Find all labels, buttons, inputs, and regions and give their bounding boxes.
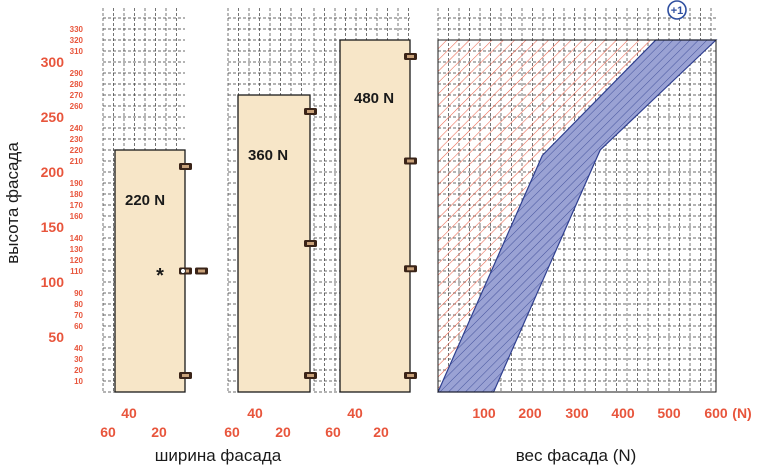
height-tick-minor: 280 xyxy=(70,80,84,89)
hinge-icon xyxy=(304,240,317,247)
weight-tick: 300 xyxy=(565,405,589,421)
height-tick-major: 200 xyxy=(41,164,65,180)
height-tick-major: 150 xyxy=(41,219,65,235)
width-tick: 20 xyxy=(275,424,291,440)
hinge-icon xyxy=(404,372,417,379)
hinge-highlight xyxy=(198,269,205,273)
height-tick-minor: 70 xyxy=(74,311,83,320)
height-tick-minor: 80 xyxy=(74,300,83,309)
door-panel xyxy=(114,149,186,393)
height-tick-major: 100 xyxy=(41,274,65,290)
width-axis: 40 40 40 60 20 60 20 60 20 ширина фасада xyxy=(100,405,389,465)
hinge-icon xyxy=(304,372,317,379)
height-tick-minor: 130 xyxy=(70,245,84,254)
height-tick-major: 250 xyxy=(41,109,65,125)
height-tick-minor: 190 xyxy=(70,179,84,188)
height-tick-minor: 320 xyxy=(70,36,84,45)
hinge-icon xyxy=(404,53,417,60)
hinge-icon xyxy=(404,157,417,165)
width-axis-title: ширина фасада xyxy=(155,446,282,465)
door-weight-label: 220 N xyxy=(125,192,165,209)
height-tick-minor: 20 xyxy=(74,366,83,375)
door-panels: 220 N * 360 N 480 N xyxy=(114,39,417,393)
hinge-icon xyxy=(404,265,417,273)
badge-label: +1 xyxy=(671,5,684,17)
height-tick-minor: 10 xyxy=(74,377,83,386)
height-tick-minor: 240 xyxy=(70,124,84,133)
height-tick-major: 50 xyxy=(48,329,64,345)
door-panel xyxy=(339,39,411,393)
width-tick: 40 xyxy=(247,405,263,421)
height-tick-minor: 220 xyxy=(70,146,84,155)
height-axis: 50 100 150 200 250 300 10 20 30 40 60 70 80 90 110 120 1… xyxy=(41,25,84,386)
pivot-icon xyxy=(180,268,186,274)
height-tick-minor: 230 xyxy=(70,135,84,144)
width-tick: 20 xyxy=(151,424,167,440)
load-badge: +1 xyxy=(667,0,687,20)
hinge-highlight xyxy=(407,374,414,377)
weight-axis: 100 200 300 400 500 600 (N) вес фасада (… xyxy=(472,405,751,465)
height-tick-minor: 110 xyxy=(70,267,83,276)
weight-zones xyxy=(437,39,718,393)
weight-tick: 100 xyxy=(472,405,496,421)
door-weight-label: 480 N xyxy=(354,90,394,107)
y-axis-title: высота фасада xyxy=(3,142,22,264)
height-tick-minor: 40 xyxy=(74,344,83,353)
height-tick-minor: 170 xyxy=(70,201,84,210)
hinge-highlight xyxy=(407,159,414,163)
hinge-icon xyxy=(179,372,192,379)
door-weight-label: 360 N xyxy=(248,147,288,164)
height-tick-minor: 330 xyxy=(70,25,84,34)
height-tick-minor: 290 xyxy=(70,69,84,78)
hinge-highlight xyxy=(182,374,189,377)
door-panel xyxy=(237,94,311,393)
height-tick-minor: 120 xyxy=(70,256,84,265)
hinge-highlight xyxy=(182,165,189,168)
red-zone xyxy=(438,40,661,392)
width-tick: 60 xyxy=(100,424,116,440)
hinge-highlight xyxy=(307,242,314,245)
width-tick: 60 xyxy=(224,424,240,440)
hinge-highlight xyxy=(307,374,314,377)
height-tick-minor: 210 xyxy=(70,157,84,166)
width-tick: 40 xyxy=(347,405,363,421)
hinge-highlight xyxy=(307,110,314,113)
hinge-highlight xyxy=(407,267,414,271)
weight-tick: 400 xyxy=(611,405,635,421)
hinge-icon xyxy=(195,267,208,275)
hinge-highlight xyxy=(407,55,414,58)
height-tick-minor: 310 xyxy=(70,47,84,56)
height-tick-minor: 160 xyxy=(70,212,84,221)
height-tick-minor: 140 xyxy=(70,234,84,243)
width-tick: 20 xyxy=(373,424,389,440)
note-marker: * xyxy=(156,265,164,287)
weight-tick: 600 xyxy=(704,405,728,421)
weight-tick: 200 xyxy=(518,405,542,421)
height-tick-major: 300 xyxy=(41,54,65,70)
height-tick-minor: 270 xyxy=(70,91,84,100)
hinge-icon xyxy=(179,163,192,170)
badge-circle xyxy=(667,0,687,20)
weight-panel-frame xyxy=(437,39,717,393)
height-tick-minor: 260 xyxy=(70,102,84,111)
height-tick-minor: 90 xyxy=(74,289,83,298)
height-tick-minor: 60 xyxy=(74,322,83,331)
weight-unit: (N) xyxy=(732,405,751,421)
hinge-icon xyxy=(304,108,317,115)
width-tick: 40 xyxy=(121,405,137,421)
width-tick: 60 xyxy=(325,424,341,440)
height-tick-minor: 30 xyxy=(74,355,83,364)
weight-tick: 500 xyxy=(657,405,681,421)
weight-axis-title: вес фасада (N) xyxy=(516,446,637,465)
height-tick-minor: 180 xyxy=(70,190,84,199)
